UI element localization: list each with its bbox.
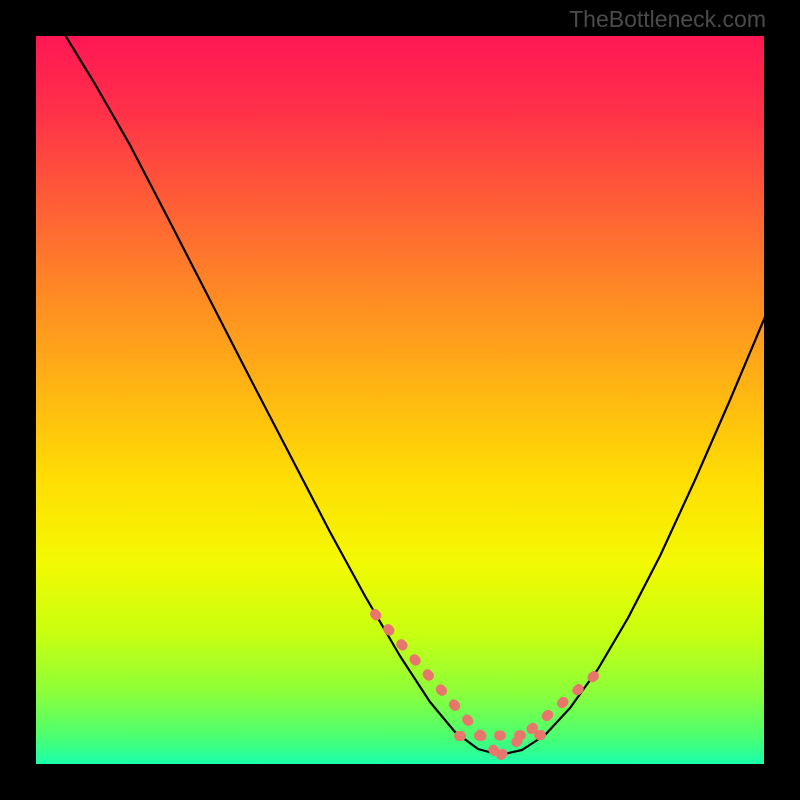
chart-svg-overlay [0, 0, 800, 800]
dotted-bottom-segment [459, 735, 545, 736]
bottleneck-curve [65, 35, 765, 755]
watermark-text: TheBottleneck.com [569, 6, 766, 33]
dotted-right-segment [501, 676, 594, 755]
